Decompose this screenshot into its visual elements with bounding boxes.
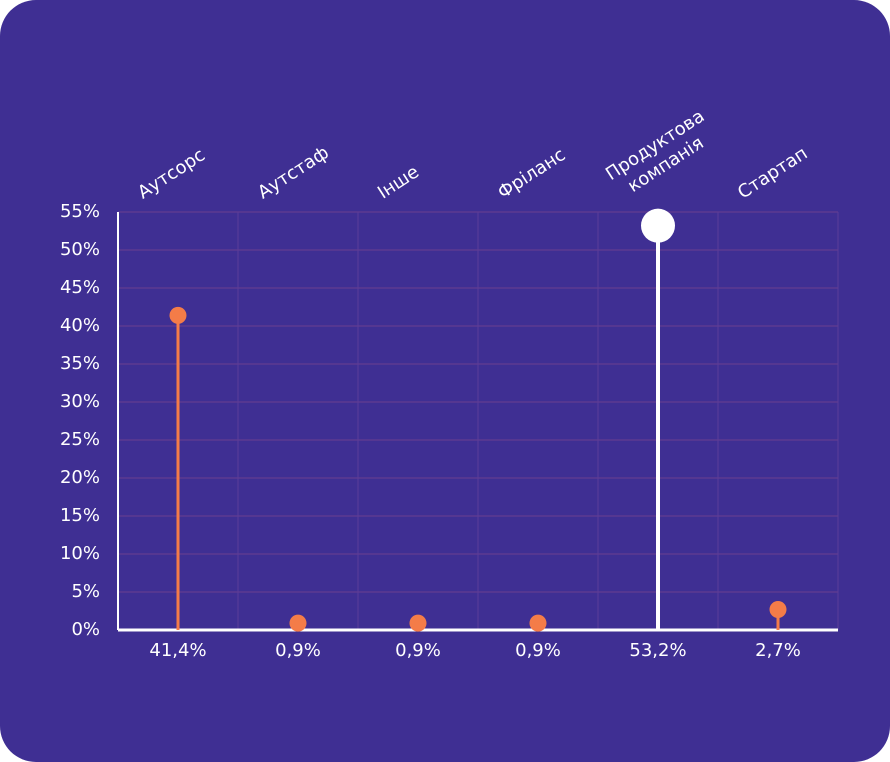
dot — [409, 614, 427, 632]
value-label: 0,9% — [395, 640, 441, 661]
y-tick-label: 5% — [71, 581, 100, 602]
y-tick-label: 25% — [60, 429, 100, 450]
y-tick-label: 40% — [60, 315, 100, 336]
dot — [289, 614, 307, 632]
y-tick-label: 15% — [60, 505, 100, 526]
y-tick-label: 45% — [60, 277, 100, 298]
y-tick-label: 20% — [60, 467, 100, 488]
value-label: 0,9% — [515, 640, 561, 661]
value-label: 53,2% — [629, 640, 686, 661]
y-tick-label: 30% — [60, 391, 100, 412]
value-label: 0,9% — [275, 640, 321, 661]
dot — [641, 208, 675, 243]
value-label: 41,4% — [149, 640, 206, 661]
dot — [169, 306, 187, 324]
y-tick-label: 0% — [71, 619, 100, 640]
dot — [529, 614, 547, 632]
y-tick-label: 10% — [60, 543, 100, 564]
y-tick-label: 35% — [60, 353, 100, 374]
y-tick-label: 50% — [60, 239, 100, 260]
value-label: 2,7% — [755, 640, 801, 661]
y-tick-label: 55% — [60, 201, 100, 222]
dot — [769, 600, 787, 618]
